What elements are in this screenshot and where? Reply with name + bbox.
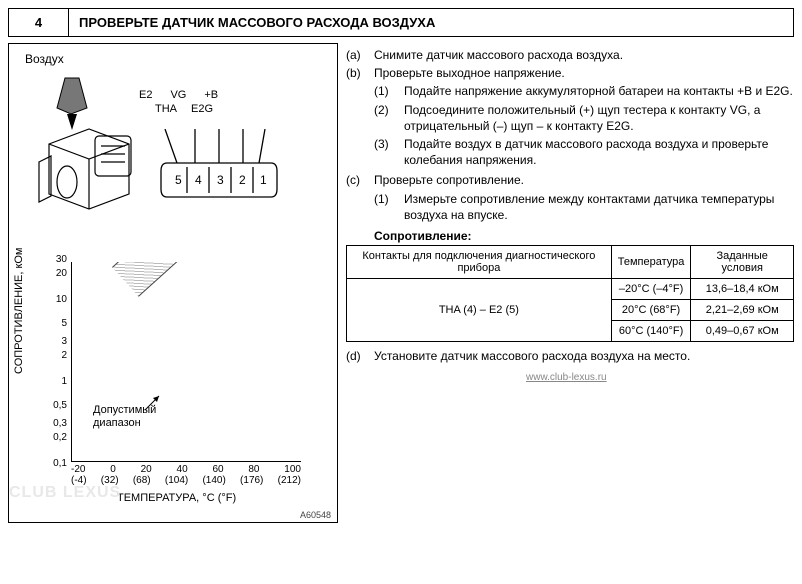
- th-spec: Заданные условия: [691, 245, 794, 278]
- y-tick: 10: [56, 294, 67, 305]
- chart-x-label: ТЕМПЕРАТУРА, °C (°F): [117, 492, 236, 504]
- y-tick: 5: [61, 318, 67, 329]
- section-number: 4: [9, 9, 69, 36]
- cell-temp: –20°C (–4°F): [611, 278, 691, 299]
- pin-label-vg: VG: [170, 88, 186, 102]
- pin-1: 1: [260, 173, 267, 187]
- y-tick: 3: [61, 336, 67, 347]
- sub-step: (1)Подайте напряжение аккумуляторной бат…: [374, 83, 794, 99]
- pin-label-e2g: E2G: [191, 102, 213, 116]
- x-tick-f: (212): [278, 475, 301, 486]
- resistance-chart: СОПРОТИВЛЕНИЕ, кОм 30201053210,50,30,20,…: [17, 254, 327, 514]
- y-tick: 0,2: [53, 432, 67, 443]
- pin-label-tha: THA: [155, 102, 177, 116]
- x-tick-c: 80: [248, 464, 259, 475]
- x-tick-f: (140): [202, 475, 225, 486]
- th-contacts: Контакты для подключения диагностическог…: [347, 245, 612, 278]
- pin-label-b: +B: [204, 88, 218, 102]
- chart-plot: [71, 262, 301, 462]
- x-tick-c: -20: [71, 464, 85, 475]
- x-tick-c: 0: [110, 464, 116, 475]
- y-tick: 30: [56, 254, 67, 265]
- sub-step-num: (2): [374, 102, 404, 134]
- chart-y-label: СОПРОТИВЛЕНИЕ, кОм: [13, 248, 25, 374]
- sensor-drawing: [19, 74, 159, 234]
- section-title: ПРОВЕРЬТЕ ДАТЧИК МАССОВОГО РАСХОДА ВОЗДУ…: [69, 9, 793, 36]
- step-a: (a) Снимите датчик массового расхода воз…: [346, 47, 794, 63]
- y-tick: 2: [61, 350, 67, 361]
- connector-pin-labels: E2 VG +B THA E2G: [139, 88, 218, 117]
- pin-3: 3: [217, 173, 224, 187]
- sub-step-text: Подсоедините положительный (+) щуп тесте…: [404, 102, 794, 134]
- y-tick: 1: [61, 376, 67, 387]
- th-temp: Температура: [611, 245, 691, 278]
- step-b: (b) Проверьте выходное напряжение. (1)По…: [346, 65, 794, 170]
- sub-step: (1)Измерьте сопротивление между контакта…: [374, 191, 794, 223]
- sub-step-text: Подайте воздух в датчик массового расход…: [404, 136, 794, 168]
- table-title: Сопротивление:: [374, 229, 794, 243]
- sub-step-num: (1): [374, 83, 404, 99]
- cell-res: 2,21–2,69 кОм: [691, 299, 794, 320]
- x-tick-c: 100: [284, 464, 301, 475]
- resistance-table: Контакты для подключения диагностическог…: [346, 245, 794, 342]
- figure-id: A60548: [300, 510, 331, 520]
- chart-x-ticks: -20 0 20 40 60 80 100 (-4) (32) (68) (104) (140) (1…: [71, 464, 301, 486]
- table-header-row: Контакты для подключения диагностическог…: [347, 245, 794, 278]
- cell-pins: THA (4) – E2 (5): [347, 278, 612, 341]
- left-column: Воздух E2 VG: [8, 43, 338, 523]
- sub-step-text: Измерьте сопротивление между контактами …: [404, 191, 794, 223]
- x-tick-c: 60: [212, 464, 223, 475]
- air-label: Воздух: [25, 52, 64, 66]
- section-header: 4 ПРОВЕРЬТЕ ДАТЧИК МАССОВОГО РАСХОДА ВОЗ…: [8, 8, 794, 37]
- sub-step: (2)Подсоедините положительный (+) щуп те…: [374, 102, 794, 134]
- x-tick-f: (-4): [71, 475, 87, 486]
- cell-temp: 20°C (68°F): [611, 299, 691, 320]
- step-d: (d) Установите датчик массового расхода …: [346, 348, 794, 364]
- pin-label-e2: E2: [139, 88, 152, 102]
- pin-4: 4: [195, 173, 202, 187]
- x-tick-c: 40: [177, 464, 188, 475]
- right-column: (a) Снимите датчик массового расхода воз…: [346, 43, 794, 523]
- x-tick-f: (176): [240, 475, 263, 486]
- content-row: Воздух E2 VG: [8, 43, 794, 523]
- source-link[interactable]: www.club-lexus.ru: [526, 372, 794, 383]
- sub-step-num: (3): [374, 136, 404, 168]
- tolerance-band: [112, 262, 301, 297]
- pin-2: 2: [239, 173, 246, 187]
- x-tick-f: (32): [101, 475, 119, 486]
- x-tick-f: (104): [165, 475, 188, 486]
- pin-5: 5: [175, 173, 182, 187]
- y-tick: 0,3: [53, 418, 67, 429]
- sub-step: (3)Подайте воздух в датчик массового рас…: [374, 136, 794, 168]
- cell-res: 0,49–0,67 кОм: [691, 320, 794, 341]
- y-tick: 20: [56, 268, 67, 279]
- y-tick: 0,5: [53, 400, 67, 411]
- sub-step-text: Подайте напряжение аккумуляторной батаре…: [404, 83, 794, 99]
- x-tick-f: (68): [133, 475, 151, 486]
- procedure-list: (a) Снимите датчик массового расхода воз…: [346, 47, 794, 225]
- table-row: THA (4) – E2 (5)–20°C (–4°F)13,6–18,4 кО…: [347, 278, 794, 299]
- step-c: (c) Проверьте сопротивление. (1)Измерьте…: [346, 172, 794, 225]
- x-tick-c: 20: [141, 464, 152, 475]
- cell-res: 13,6–18,4 кОм: [691, 278, 794, 299]
- diagram-box: Воздух E2 VG: [8, 43, 338, 523]
- cell-temp: 60°C (140°F): [611, 320, 691, 341]
- y-tick: 0,1: [53, 458, 67, 469]
- sub-step-num: (1): [374, 191, 404, 223]
- connector-drawing: 5 4 3 2 1: [159, 129, 289, 209]
- tolerance-label: Допустимый диапазон: [93, 404, 156, 430]
